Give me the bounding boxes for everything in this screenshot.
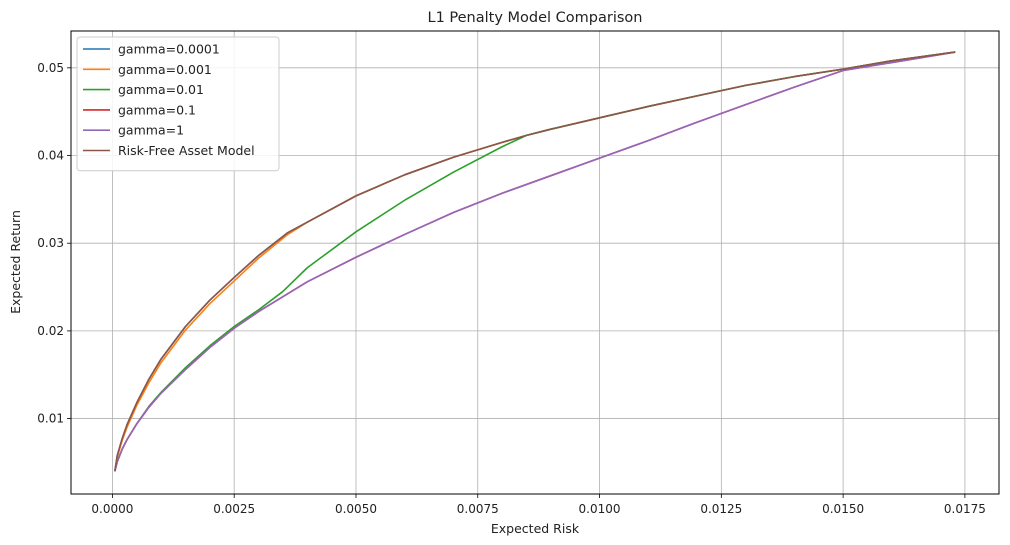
y-tick-label: 0.05 [37,61,64,75]
x-tick-label: 0.0150 [822,502,864,516]
x-tick-label: 0.0050 [335,502,377,516]
legend-label: gamma=0.001 [118,62,212,77]
legend: gamma=0.0001 gamma=0.001 gamma=0.01 gamma=0… [76,36,280,172]
legend-label: gamma=0.0001 [118,42,220,57]
legend-label: gamma=0.1 [118,102,196,117]
y-tick-label: 0.01 [37,412,64,426]
series-line-gamma-1 [114,51,956,472]
series-layer [114,51,956,472]
x-tick-label: 0.0075 [457,502,499,516]
x-tick-label: 0.0025 [213,502,255,516]
axis-ticks: 0.0000 0.0025 0.0050 0.0075 0.0100 0.0125 0.01… [37,61,986,516]
legend-label: gamma=1 [118,123,184,138]
plot-frame [70,30,1000,495]
chart-title: L1 Penalty Model Comparison [427,10,642,26]
x-tick-label: 0.0175 [944,502,986,516]
y-tick-label: 0.04 [37,149,64,163]
x-axis-label: Expected Risk [491,521,580,536]
x-tick-label: 0.0100 [579,502,621,516]
legend-label: Risk-Free Asset Model [118,143,255,158]
legend-box [76,36,280,172]
grid [71,31,999,494]
series-line-risk-free-asset-model [114,51,956,472]
legend-label: gamma=0.01 [118,82,204,97]
y-tick-label: 0.03 [37,236,64,250]
y-tick-label: 0.02 [37,324,64,338]
x-tick-label: 0.0000 [91,502,133,516]
y-axis-label: Expected Return [8,210,23,314]
x-tick-label: 0.0125 [700,502,742,516]
